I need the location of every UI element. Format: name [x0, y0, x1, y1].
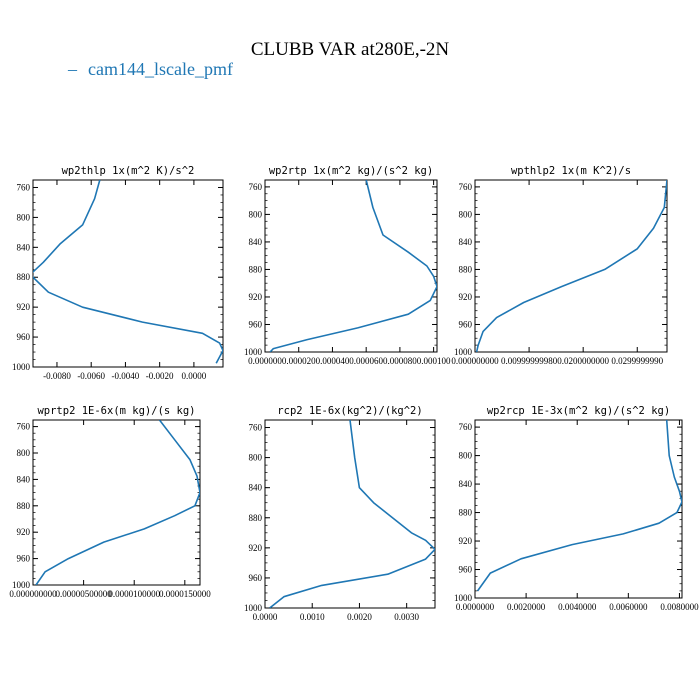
y-tick-label: 1000	[244, 603, 263, 613]
x-tick-label: 0.00000500000	[55, 589, 112, 599]
y-tick-label: 880	[459, 264, 473, 274]
panel-2: wp2rtp 1x(m^2 kg)/(s^2 kg) 760 800 840 880 92…	[244, 165, 451, 366]
y-tick-label: 840	[17, 242, 31, 252]
panel-title: wpthlp2 1x(m K^2)/s	[511, 165, 631, 177]
y-tick-label: 1000	[454, 593, 473, 603]
panel-3: wpthlp2 1x(m K^2)/s 760 800 840 880 920 960 100…	[451, 165, 668, 366]
y-tick-label: 960	[17, 332, 31, 342]
y-tick-label: 920	[17, 302, 31, 312]
panel-title: wp2rcp 1E-3x(m^2 kg)/(s^2 kg)	[487, 405, 670, 417]
plot-frame	[264, 179, 438, 353]
panel-title: rcp2 1E-6x(kg^2)/(kg^2)	[277, 405, 422, 417]
x-tick-label: 0.0020	[347, 612, 372, 622]
x-tick-label: 0.000000	[248, 356, 282, 366]
y-tick-label: 920	[249, 543, 263, 553]
legend-dash: –	[67, 59, 78, 79]
y-tick-label: 800	[249, 209, 263, 219]
x-tick-label: 0.000020	[282, 356, 316, 366]
y-tick-label: 1000	[12, 362, 31, 372]
figure-title: CLUBB VAR at280E,-2N	[251, 39, 450, 60]
x-tick-label: 0.000040	[316, 356, 350, 366]
y-tick-label: 1000	[12, 580, 31, 590]
panels: wp2thlp 1x(m^2 K)/s^2 760 800 840 880 920 960 1…	[9, 165, 699, 622]
x-tick-label: -0.0040	[112, 371, 140, 381]
x-tick-label: 0.0060000	[609, 602, 648, 612]
series-line	[33, 180, 223, 364]
x-tick-label: 0.0000100000	[108, 589, 160, 599]
x-tick-label: 0.0299999990	[611, 356, 663, 366]
y-tick-label: 800	[249, 453, 263, 463]
y-tick-label: 960	[249, 319, 263, 329]
y-tick-label: 800	[459, 451, 473, 461]
y-tick-label: 760	[17, 182, 31, 192]
panel-1: wp2thlp 1x(m^2 K)/s^2 760 800 840 880 920 960 1…	[12, 165, 224, 381]
x-tick-label: 0.000100	[417, 356, 451, 366]
y-tick-label: 800	[17, 448, 31, 458]
plot-frame	[474, 419, 683, 599]
panel-title: wprtp2 1E-6x(m kg)/(s kg)	[37, 405, 195, 417]
y-tick-label: 960	[459, 565, 473, 575]
x-tick-label: 0.000000000	[451, 356, 499, 366]
plot-frame	[474, 179, 668, 353]
x-tick-label: 0.000000000	[9, 589, 57, 599]
y-tick-label: 800	[459, 209, 473, 219]
y-tick-label: 960	[17, 554, 31, 564]
y-tick-label: 1000	[454, 347, 473, 357]
y-tick-label: 920	[459, 536, 473, 546]
x-tick-label: 0.0010	[300, 612, 325, 622]
y-tick-label: 880	[17, 501, 31, 511]
x-tick-label: 0.0000	[253, 612, 278, 622]
x-tick-label: -0.0060	[77, 371, 105, 381]
y-tick-label: 920	[249, 292, 263, 302]
y-tick-label: 880	[249, 264, 263, 274]
x-tick-label: 0.0000	[182, 371, 207, 381]
y-tick-label: 760	[17, 422, 31, 432]
y-tick-label: 840	[459, 479, 473, 489]
panel-5: rcp2 1E-6x(kg^2)/(kg^2) 760 800 840 880 920 96…	[244, 405, 436, 622]
y-tick-label: 880	[17, 272, 31, 282]
panel-4: wprtp2 1E-6x(m kg)/(s kg) 760 800 840 880 920…	[9, 405, 211, 599]
plot-frame	[32, 179, 224, 368]
y-tick-label: 960	[249, 573, 263, 583]
x-tick-label: 0.0080000	[660, 602, 699, 612]
panel-title: wp2rtp 1x(m^2 kg)/(s^2 kg)	[269, 165, 433, 177]
x-tick-label: 0.00999999980	[501, 356, 558, 366]
y-tick-label: 840	[17, 474, 31, 484]
plot-frame	[32, 419, 201, 586]
y-tick-label: 1000	[244, 347, 263, 357]
panel-6: wp2rcp 1E-3x(m^2 kg)/(s^2 kg) 760 800 840 88…	[454, 405, 699, 612]
y-tick-label: 760	[459, 182, 473, 192]
x-tick-label: 0.000060	[349, 356, 383, 366]
y-tick-label: 920	[17, 527, 31, 537]
y-tick-label: 880	[249, 513, 263, 523]
y-tick-label: 840	[459, 237, 473, 247]
y-tick-label: 840	[249, 237, 263, 247]
series-line	[476, 420, 682, 592]
series-line	[475, 180, 667, 352]
x-tick-label: 0.0000150000	[159, 589, 211, 599]
y-tick-label: 880	[459, 508, 473, 518]
y-tick-label: 920	[459, 292, 473, 302]
series-line	[269, 180, 437, 352]
x-tick-label: 0.0000000	[456, 602, 495, 612]
y-tick-label: 760	[459, 422, 473, 432]
x-tick-label: 0.000080	[383, 356, 417, 366]
y-tick-label: 840	[249, 483, 263, 493]
x-tick-label: 0.0020000	[507, 602, 546, 612]
y-tick-label: 960	[459, 319, 473, 329]
series-line	[35, 420, 200, 585]
legend: cam144_lscale_pmf –	[67, 59, 233, 79]
x-tick-label: 0.0040000	[558, 602, 597, 612]
panel-title: wp2thlp 1x(m^2 K)/s^2	[62, 165, 195, 177]
x-tick-label: 0.0200000000	[557, 356, 609, 366]
legend-entry: cam144_lscale_pmf	[88, 59, 233, 79]
x-tick-label: -0.0080	[43, 371, 71, 381]
y-tick-label: 760	[249, 423, 263, 433]
x-tick-label: -0.0020	[146, 371, 174, 381]
y-tick-label: 760	[249, 182, 263, 192]
y-tick-label: 800	[17, 212, 31, 222]
x-tick-label: 0.0030	[394, 612, 419, 622]
series-line	[269, 420, 435, 608]
